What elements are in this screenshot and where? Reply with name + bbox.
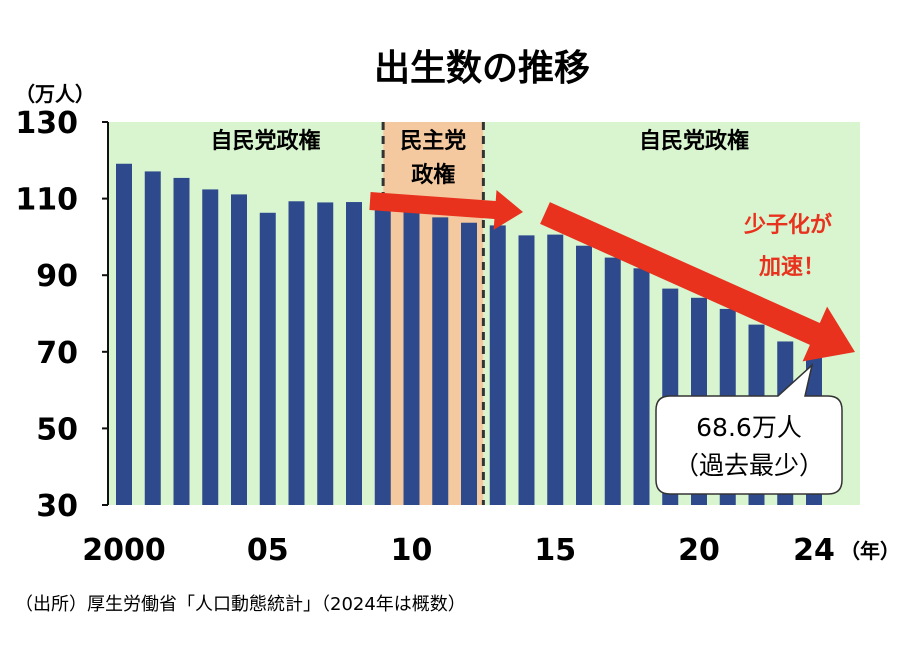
x-unit-label: （年） (840, 539, 900, 563)
bar-2011 (432, 217, 449, 505)
y-tick-label: 70 (36, 336, 78, 371)
y-tick-label: 90 (36, 259, 78, 294)
period-label-dpj-line2: 政権 (411, 162, 455, 188)
bar-2010 (403, 209, 420, 505)
x-tick-label: 10 (391, 533, 433, 568)
bar-2014 (518, 235, 535, 506)
callout-note: （過去最少） (674, 451, 824, 480)
x-tick-label: 15 (534, 533, 576, 568)
bar-2012 (461, 222, 477, 505)
callout-value: 68.6万人 (696, 413, 802, 442)
period-label-dpj-line1: 民主党 (400, 129, 466, 154)
bar-2004 (231, 194, 247, 505)
trend-arrow-small (369, 190, 523, 230)
x-tick-label: 20 (678, 533, 720, 568)
y-tick-label: 30 (36, 489, 78, 524)
bar-2007 (317, 202, 334, 505)
chart-title: 出生数の推移 (374, 48, 590, 89)
bars-group (116, 163, 822, 506)
bar-2005 (259, 212, 276, 505)
trend-arrow-large (540, 202, 855, 362)
source-note: （出所）厚生労働省「人口動態統計」（2024年は概数） (15, 594, 466, 615)
annotation-line-2: 加速！ (758, 254, 825, 280)
y-tick-label: 110 (15, 183, 78, 218)
bar-2002 (173, 177, 190, 505)
x-tick-label: 2000 (82, 533, 166, 568)
y-tick-group: 130 110 90 70 50 30 (15, 106, 108, 524)
bar-2013 (489, 225, 506, 505)
y-unit-label: （万人） (15, 82, 95, 106)
bar-2017 (604, 257, 621, 505)
bar-2015 (547, 234, 564, 506)
bar-2006 (288, 201, 305, 505)
bar-2009 (374, 210, 391, 505)
x-tick-label: 24 (793, 533, 835, 568)
x-tick-label: 05 (247, 533, 289, 568)
bar-2003 (202, 189, 219, 505)
bar-2018 (633, 268, 650, 505)
period-label-ldp-2: 自民党政権 (639, 128, 749, 154)
bar-2008 (346, 202, 362, 505)
bar-2001 (144, 171, 161, 506)
period-label-ldp-1: 自民党政権 (211, 128, 321, 154)
annotation-line-1: 少子化が (743, 212, 832, 238)
x-tick-group: 2000 05 10 15 20 24 (82, 533, 835, 568)
bar-2000 (116, 163, 132, 505)
y-tick-label: 130 (15, 106, 78, 141)
bar-2016 (576, 245, 592, 506)
callout-box (655, 363, 843, 495)
y-tick-label: 50 (36, 412, 78, 447)
